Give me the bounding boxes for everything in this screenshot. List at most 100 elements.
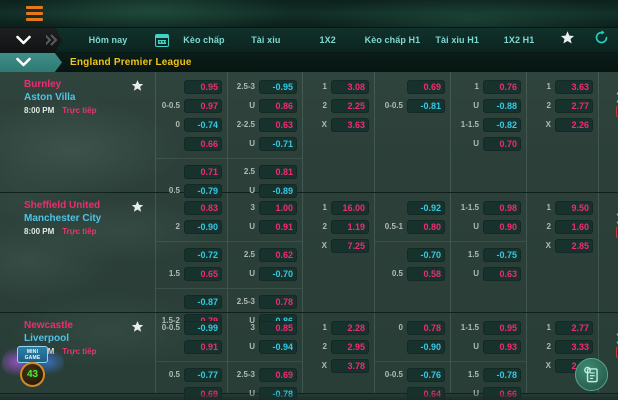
odds-value[interactable]: -0.70 xyxy=(407,247,445,262)
odds-row[interactable]: 1-1.5 -0.82 xyxy=(451,116,526,133)
odds-row[interactable]: 2 2.25 xyxy=(303,97,374,114)
odds-value[interactable]: -0.88 xyxy=(483,98,521,113)
nav-item-1x2[interactable]: 1X2 xyxy=(297,28,359,52)
odds-value[interactable]: -0.78 xyxy=(483,367,521,382)
star-icon[interactable] xyxy=(131,200,144,218)
odds-row[interactable]: 1 3.08 xyxy=(303,78,374,95)
odds-value[interactable]: 0.81 xyxy=(259,164,297,179)
odds-value[interactable]: -0.82 xyxy=(483,117,521,132)
star-icon[interactable] xyxy=(131,320,144,338)
odds-row[interactable]: 3 1.00 xyxy=(228,199,302,216)
odds-value[interactable]: -0.76 xyxy=(407,367,445,382)
odds-row[interactable]: 1 9.50 xyxy=(527,199,598,216)
odds-value[interactable]: -0.81 xyxy=(407,98,445,113)
more-markets-badge[interactable]: +11 xyxy=(616,227,618,238)
odds-value[interactable]: 0.62 xyxy=(259,247,297,262)
odds-row[interactable]: 1.5 -0.78 xyxy=(451,366,526,383)
odds-row[interactable]: 1 0.76 xyxy=(451,78,526,95)
odds-value[interactable]: 2.28 xyxy=(331,320,369,335)
nav-item-over-under[interactable]: Tài xỉu xyxy=(235,28,297,52)
odds-value[interactable]: 2.77 xyxy=(555,320,593,335)
odds-value[interactable]: -0.90 xyxy=(184,219,222,234)
odds-value[interactable]: -0.95 xyxy=(259,79,297,94)
odds-value[interactable]: -0.71 xyxy=(259,136,297,151)
odds-row[interactable]: X 2.85 xyxy=(527,237,598,254)
odds-value[interactable]: 0.91 xyxy=(184,339,222,354)
odds-row[interactable]: X 3.63 xyxy=(303,116,374,133)
odds-value[interactable]: 0.69 xyxy=(407,79,445,94)
odds-row[interactable]: -0.72 xyxy=(156,246,227,263)
odds-value[interactable]: 3.08 xyxy=(331,79,369,94)
odds-row[interactable]: 0-0.5 0.97 xyxy=(156,97,227,114)
odds-row[interactable]: 0.69 xyxy=(375,78,450,95)
odds-value[interactable]: -0.87 xyxy=(184,294,222,309)
odds-row[interactable]: 2 1.19 xyxy=(303,218,374,235)
odds-row[interactable]: U -0.71 xyxy=(228,135,302,152)
odds-value[interactable]: 1.60 xyxy=(555,219,593,234)
odds-value[interactable]: 3.33 xyxy=(555,339,593,354)
odds-row[interactable]: 0.5 -0.77 xyxy=(156,366,227,383)
odds-row[interactable]: U -0.78 xyxy=(228,385,302,400)
odds-row[interactable]: 2-2.5 0.63 xyxy=(228,116,302,133)
odds-row[interactable]: 0.64 xyxy=(375,385,450,400)
odds-row[interactable]: X 7.25 xyxy=(303,237,374,254)
odds-row[interactable]: U 0.86 xyxy=(228,97,302,114)
odds-value[interactable]: 0.78 xyxy=(259,294,297,309)
odds-value[interactable]: -0.77 xyxy=(184,367,222,382)
odds-row[interactable]: 3 0.85 xyxy=(228,319,302,336)
bet-slip-icon[interactable] xyxy=(575,358,608,391)
odds-row[interactable]: 0.83 xyxy=(156,199,227,216)
odds-value[interactable]: 0.91 xyxy=(259,219,297,234)
odds-value[interactable]: 0.71 xyxy=(184,164,222,179)
odds-row[interactable]: -0.70 xyxy=(375,246,450,263)
match-teams[interactable]: Burnley Aston Villa 8:00 PM Trực tiếp xyxy=(0,72,155,192)
odds-value[interactable]: 3.78 xyxy=(331,358,369,373)
odds-row[interactable]: U 0.70 xyxy=(451,135,526,152)
odds-row[interactable]: 1 2.77 xyxy=(527,319,598,336)
odds-value[interactable]: 0.63 xyxy=(259,117,297,132)
odds-value[interactable]: 0.65 xyxy=(184,266,222,281)
odds-row[interactable]: 2.5-3 0.69 xyxy=(228,366,302,383)
odds-value[interactable]: 0.64 xyxy=(407,386,445,400)
more-markets-badge[interactable]: +11 xyxy=(616,106,618,117)
odds-row[interactable]: U 0.90 xyxy=(451,218,526,235)
odds-value[interactable]: 16.00 xyxy=(331,200,369,215)
nav-item-1x2-h1[interactable]: 1X2 H1 xyxy=(488,28,550,52)
nav-collapse-button[interactable] xyxy=(0,28,46,52)
nav-item-handicap-h1[interactable]: Kèo chấp H1 xyxy=(359,28,427,52)
odds-row[interactable]: 0.71 xyxy=(156,163,227,180)
odds-value[interactable]: -0.89 xyxy=(259,183,297,198)
odds-row[interactable]: 0.66 xyxy=(156,135,227,152)
odds-value[interactable]: 7.25 xyxy=(331,238,369,253)
nav-item-calendar[interactable] xyxy=(151,28,173,52)
odds-value[interactable]: 0.80 xyxy=(407,219,445,234)
odds-value[interactable]: 0.69 xyxy=(259,367,297,382)
odds-row[interactable]: 0-0.5 -0.99 xyxy=(156,319,227,336)
odds-value[interactable]: -0.78 xyxy=(259,386,297,400)
odds-row[interactable]: 2 1.60 xyxy=(527,218,598,235)
odds-value[interactable]: -0.90 xyxy=(407,339,445,354)
odds-value[interactable]: 1.00 xyxy=(259,200,297,215)
odds-value[interactable]: -0.99 xyxy=(184,320,222,335)
nav-item-today[interactable]: Hôm nay xyxy=(65,28,151,52)
odds-row[interactable]: 1 16.00 xyxy=(303,199,374,216)
odds-value[interactable]: 0.63 xyxy=(483,266,521,281)
odds-value[interactable]: 0.95 xyxy=(184,79,222,94)
odds-value[interactable]: 2.77 xyxy=(555,98,593,113)
odds-value[interactable]: 1.19 xyxy=(331,219,369,234)
odds-row[interactable]: 2 3.33 xyxy=(527,338,598,355)
odds-value[interactable]: 0.66 xyxy=(184,136,222,151)
odds-value[interactable]: 0.97 xyxy=(184,98,222,113)
odds-row[interactable]: U 0.66 xyxy=(451,385,526,400)
odds-value[interactable]: 0.69 xyxy=(184,386,222,400)
odds-row[interactable]: 0 -0.74 xyxy=(156,116,227,133)
odds-row[interactable]: 0.91 xyxy=(156,338,227,355)
odds-row[interactable]: 0.95 xyxy=(156,78,227,95)
odds-row[interactable]: 2.5 0.81 xyxy=(228,163,302,180)
mini-game-icon[interactable]: MINI GAME 43 xyxy=(2,340,64,394)
odds-row[interactable]: 0-0.5 -0.76 xyxy=(375,366,450,383)
odds-row[interactable]: U 0.91 xyxy=(228,218,302,235)
odds-row[interactable]: 1.5 -0.75 xyxy=(451,246,526,263)
odds-row[interactable]: 1 2.28 xyxy=(303,319,374,336)
refresh-button[interactable] xyxy=(584,28,618,52)
